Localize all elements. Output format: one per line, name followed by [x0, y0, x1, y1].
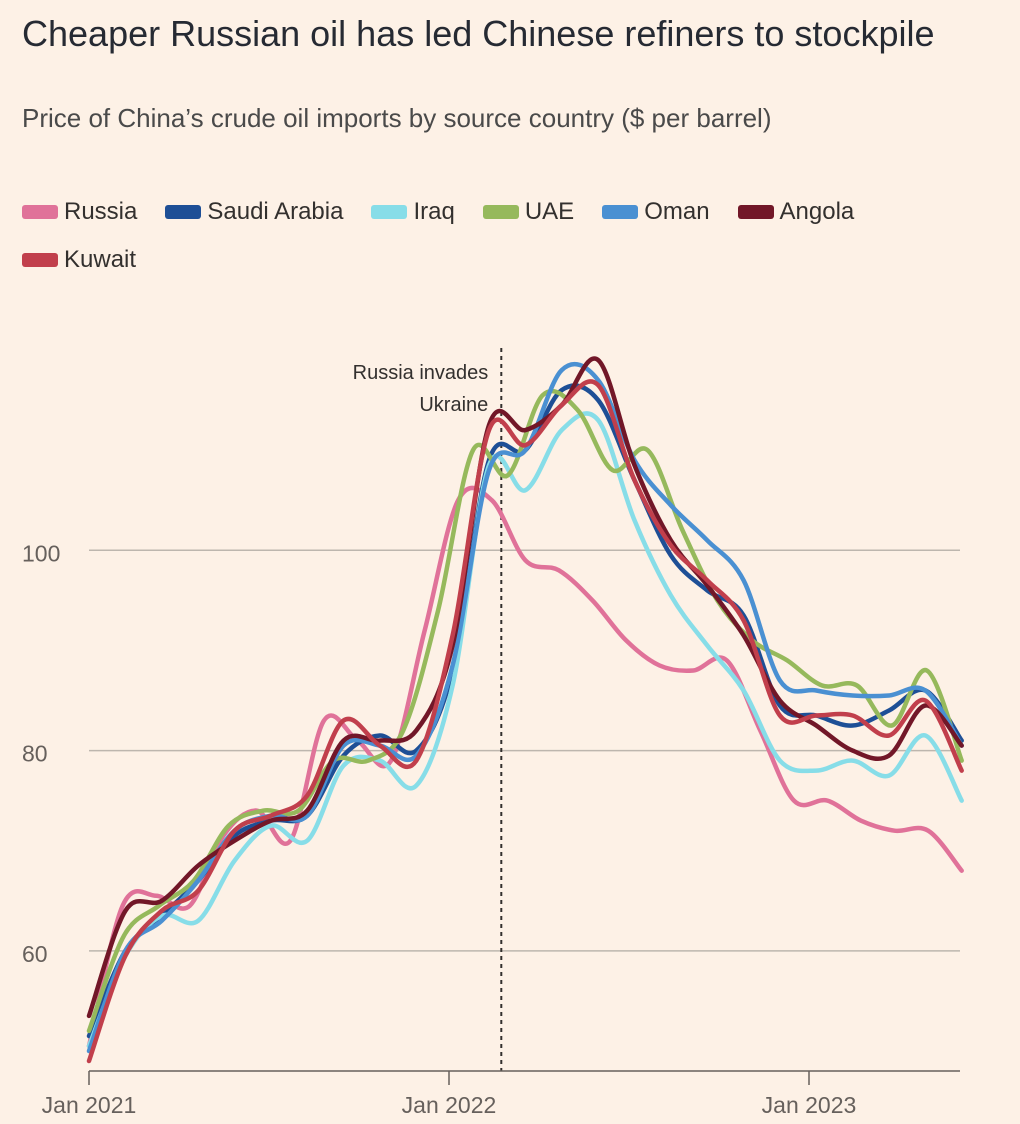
legend-label: Russia [64, 198, 138, 225]
x-tick-label: Jan 2021 [42, 1092, 137, 1118]
legend-label: Kuwait [64, 246, 137, 273]
y-tick-label: 80 [22, 741, 48, 767]
legend: Russia Saudi Arabia Iraq UAE Oman Angola Kuwai… [22, 194, 982, 278]
series-line-kuwait [86, 379, 964, 1064]
legend-swatch [482, 205, 519, 219]
legend-swatch [22, 253, 58, 267]
legend-item-kuwait: Kuwait [22, 242, 136, 278]
annotation-label-line1: Russia invades [353, 362, 489, 384]
legend-label: UAE [524, 198, 575, 225]
grid-layer: 60 80 100 [22, 540, 960, 967]
legend-item-uae: UAE [482, 194, 575, 230]
series-line-angola [86, 356, 964, 1019]
legend-swatch [737, 205, 774, 219]
series-layer [86, 356, 964, 1064]
chart-title: Cheaper Russian oil has led Chinese refi… [22, 13, 935, 54]
series-line-iraq [86, 411, 964, 1049]
legend-label: Saudi Arabia [207, 198, 344, 225]
legend-item-oman: Oman [602, 194, 710, 230]
legend-item-angola: Angola [737, 194, 855, 230]
legend-item-saudi-arabia: Saudi Arabia [165, 194, 343, 230]
annotation-label-line2: Ukraine [419, 394, 488, 416]
series-line-uae [86, 388, 964, 1034]
legend-label: Angola [779, 198, 855, 225]
series-line-oman [86, 361, 964, 1054]
axis-layer: Jan 2021 Jan 2022 Jan 2023 [42, 1070, 960, 1118]
legend-swatch [602, 205, 639, 219]
legend-swatch [22, 205, 58, 219]
legend-label: Iraq [413, 198, 455, 225]
legend-item-russia: Russia [22, 194, 137, 230]
chart-subtitle: Price of China’s crude oil imports by so… [22, 103, 772, 133]
legend-swatch [371, 205, 408, 219]
legend-swatch [165, 205, 202, 219]
x-tick-label: Jan 2022 [402, 1092, 497, 1118]
series-line-saudi-arabia [86, 383, 964, 1039]
legend-label: Oman [644, 198, 710, 225]
legend-item-iraq: Iraq [371, 194, 455, 230]
x-tick-label: Jan 2023 [762, 1092, 857, 1118]
annotation-layer: Russia invades Ukraine [353, 348, 503, 1071]
y-tick-label: 60 [22, 941, 48, 967]
y-tick-label: 100 [22, 540, 60, 566]
